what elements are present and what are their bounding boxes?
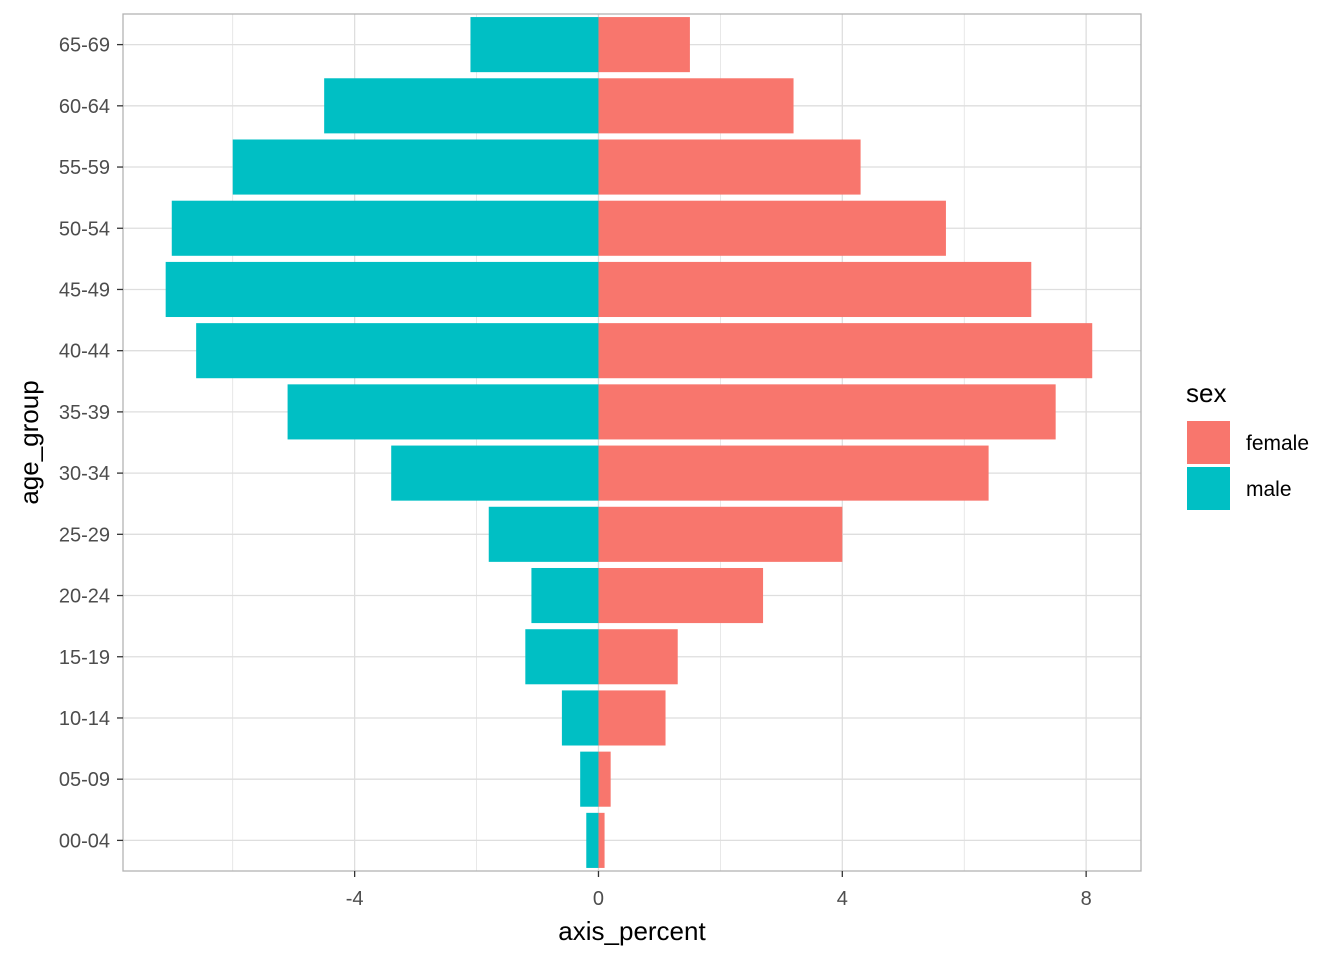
bar-female-10-14 <box>598 690 666 746</box>
bar-female-55-59 <box>598 139 861 195</box>
x-axis-ticks: -4 0 4 8 <box>346 871 1092 910</box>
bar-female-35-39 <box>598 384 1056 440</box>
x-axis-title: axis_percent <box>558 916 706 946</box>
bar-male-00-04 <box>586 812 599 868</box>
y-tick-label: 10-14 <box>59 708 110 730</box>
bar-male-60-64 <box>324 78 599 134</box>
legend-key-male <box>1187 467 1230 510</box>
y-tick-label: 30-34 <box>59 463 110 485</box>
bar-female-60-64 <box>598 78 794 134</box>
legend-title: sex <box>1186 378 1226 408</box>
bar-male-45-49 <box>165 261 599 318</box>
bar-male-55-59 <box>232 139 599 195</box>
y-tick-label: 25-29 <box>59 524 110 546</box>
y-tick-label: 05-09 <box>59 769 110 791</box>
y-axis-ticks: 00-04 05-09 10-14 15-19 20-24 25-29 30-34 35-39… <box>59 35 123 852</box>
y-tick-label: 35-39 <box>59 402 110 424</box>
y-tick-label: 65-69 <box>59 35 110 57</box>
bar-male-30-34 <box>391 445 599 501</box>
y-tick-label: 00-04 <box>59 830 110 852</box>
y-axis-title: age_group <box>14 380 44 504</box>
y-tick-label: 60-64 <box>59 96 110 118</box>
x-tick-label: 8 <box>1081 888 1092 910</box>
legend: sex female male <box>1186 378 1309 510</box>
panel-border <box>122 13 1142 872</box>
bar-female-20-24 <box>598 567 764 624</box>
bar-female-50-54 <box>598 200 946 256</box>
legend-label-male: male <box>1246 478 1292 501</box>
y-tick-label: 20-24 <box>59 586 110 608</box>
bar-female-65-69 <box>598 17 690 73</box>
legend-key-female <box>1187 421 1230 464</box>
bar-male-35-39 <box>287 384 599 440</box>
bar-male-05-09 <box>580 751 599 807</box>
bar-female-00-04 <box>598 812 605 868</box>
legend-items: female male <box>1187 421 1309 510</box>
bar-male-50-54 <box>171 200 599 256</box>
bar-female-25-29 <box>598 506 843 562</box>
bar-female-30-34 <box>598 445 989 501</box>
y-tick-label: 50-54 <box>59 218 110 240</box>
y-tick-label: 15-19 <box>59 647 110 669</box>
bar-male-40-44 <box>196 323 599 379</box>
y-tick-label: 55-59 <box>59 157 110 179</box>
x-tick-label: 0 <box>593 888 604 910</box>
bars <box>165 17 1093 868</box>
bar-female-40-44 <box>598 323 1093 379</box>
bar-female-15-19 <box>598 629 678 685</box>
bar-female-45-49 <box>598 261 1032 318</box>
y-tick-label: 45-49 <box>59 279 110 301</box>
legend-label-female: female <box>1246 432 1309 455</box>
bar-male-65-69 <box>470 17 599 73</box>
y-tick-label: 40-44 <box>59 341 110 363</box>
bar-male-15-19 <box>525 629 599 685</box>
bar-male-25-29 <box>488 506 599 562</box>
x-tick-label: -4 <box>346 888 364 910</box>
bar-male-10-14 <box>561 690 599 746</box>
bar-female-05-09 <box>598 751 611 807</box>
bar-male-20-24 <box>531 567 599 624</box>
x-tick-label: 4 <box>837 888 848 910</box>
